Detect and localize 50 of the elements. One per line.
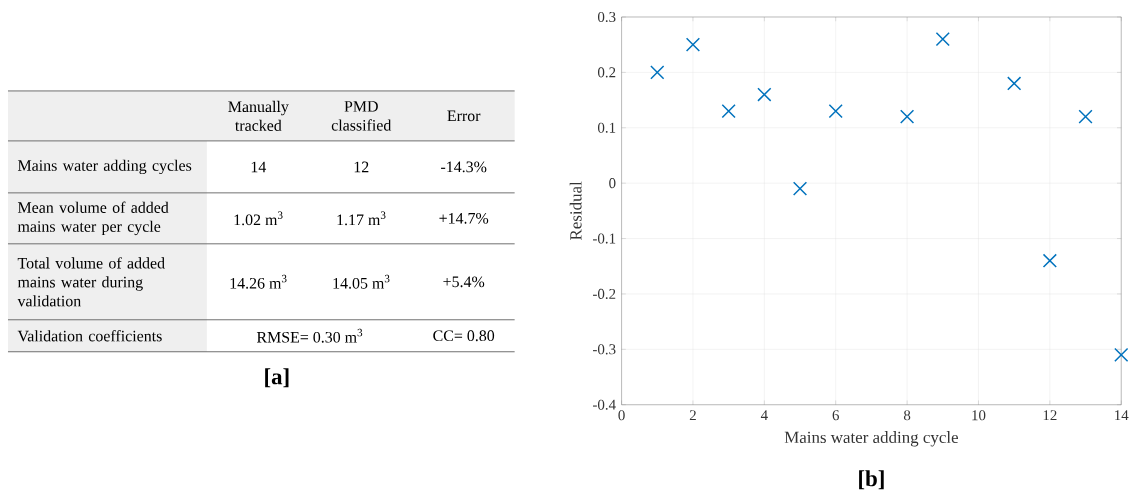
- y-tick-label: -0.4: [592, 399, 616, 410]
- text: 14.05 m$^{3}$: [333, 275, 390, 289]
- point: [1114, 347, 1129, 363]
- point: [721, 104, 736, 119]
- point: [1007, 76, 1022, 91]
- text: [a]: [265, 368, 289, 388]
- category-label: Validation coefficients: [17, 330, 162, 342]
- point: [792, 181, 808, 196]
- x-tick-label: 12: [1043, 410, 1057, 421]
- point: [828, 104, 843, 119]
- y-axis-title: Residual: [569, 181, 582, 241]
- x-axis-title: Mains water adding cycle: [784, 431, 959, 447]
- x-tick-label: 10: [972, 410, 986, 421]
- text: 12: [354, 161, 369, 173]
- x-tick-label: 2: [689, 410, 696, 421]
- category-label: PMD classified: [331, 101, 392, 131]
- category-label: Error: [447, 110, 481, 122]
- text: 14: [251, 161, 267, 173]
- x-tick-label: 14: [1115, 410, 1129, 421]
- y-tick-label: -0.3: [592, 344, 616, 355]
- x-tick-label: 4: [760, 410, 768, 421]
- point: [935, 32, 950, 47]
- point: [650, 65, 665, 80]
- text: CC= 0.80: [433, 330, 495, 342]
- text: +5.4%: [443, 276, 485, 288]
- text: [b]: [859, 470, 884, 490]
- y-tick-label: 0: [609, 178, 616, 189]
- y-tick-label: -0.2: [592, 289, 616, 300]
- y-tick-label: -0.1: [592, 233, 616, 244]
- x-tick-label: 8: [903, 410, 911, 421]
- point: [757, 87, 772, 102]
- text: -14.3%: [441, 161, 487, 173]
- y-tick-label: 0.3: [597, 12, 616, 23]
- point: [899, 109, 915, 124]
- text: 1.17 m$^{3}$: [337, 211, 386, 226]
- y-tick-label: 0.1: [597, 122, 616, 134]
- text: 14.26 m$^{3}$: [230, 275, 287, 289]
- point: [1042, 253, 1057, 268]
- x-tick-label: 6: [832, 410, 840, 421]
- category-label: Mains water adding cycles: [17, 159, 192, 175]
- category-label: Total volume of added mains water during validation: [17, 257, 165, 307]
- x-tick-label: 0: [618, 410, 625, 421]
- category-label: Mean volume of added mains water per cycle: [17, 201, 169, 236]
- text: 1.02 m$^{3}$: [234, 211, 283, 226]
- y-tick-label: 0.2: [597, 67, 616, 78]
- point: [1078, 109, 1093, 124]
- point: [685, 37, 701, 52]
- text: +14.7%: [439, 213, 489, 224]
- text: RMSE= 0.30 m$^{3}$: [256, 329, 363, 343]
- category-label: Manually tracked: [228, 101, 289, 132]
